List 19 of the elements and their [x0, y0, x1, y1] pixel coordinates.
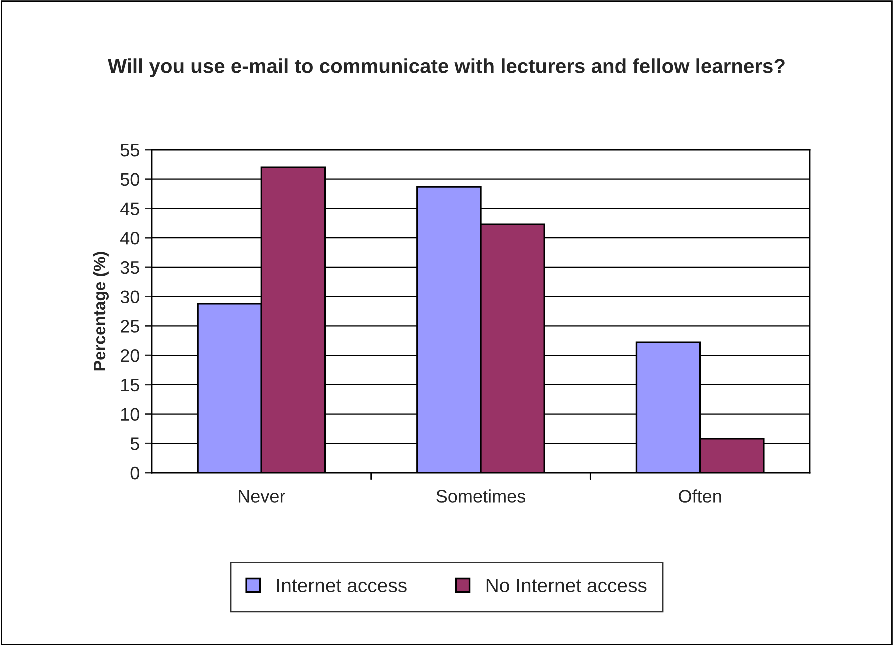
x-tick-label: Never: [239, 490, 286, 503]
x-tick-label: Often: [679, 490, 722, 503]
chart-title: Will you use e-mail to communicate with lecturers and fellow learners?: [108, 58, 785, 78]
y-tick-label: 40: [120, 232, 140, 245]
y-tick-label: 50: [120, 173, 140, 186]
y-tick-label: 55: [120, 144, 140, 157]
y-tick-label: 10: [121, 408, 140, 421]
y-tick-label: 15: [121, 379, 140, 392]
y-tick-label: 0: [130, 466, 140, 480]
y-tick-label: 20: [121, 349, 140, 362]
y-tick-label: 45: [120, 202, 140, 216]
y-tick-label: 5: [130, 438, 140, 450]
legend-label: Internet access: [278, 578, 407, 593]
y-tick-label: 35: [120, 261, 140, 274]
legend-label: No Internet access: [486, 578, 647, 593]
y-axis-title: Percentage (%): [93, 252, 109, 371]
y-tick-label: 30: [120, 290, 140, 304]
y-tick-label: 25: [121, 320, 140, 333]
x-tick-label: Sometimes: [436, 490, 526, 503]
